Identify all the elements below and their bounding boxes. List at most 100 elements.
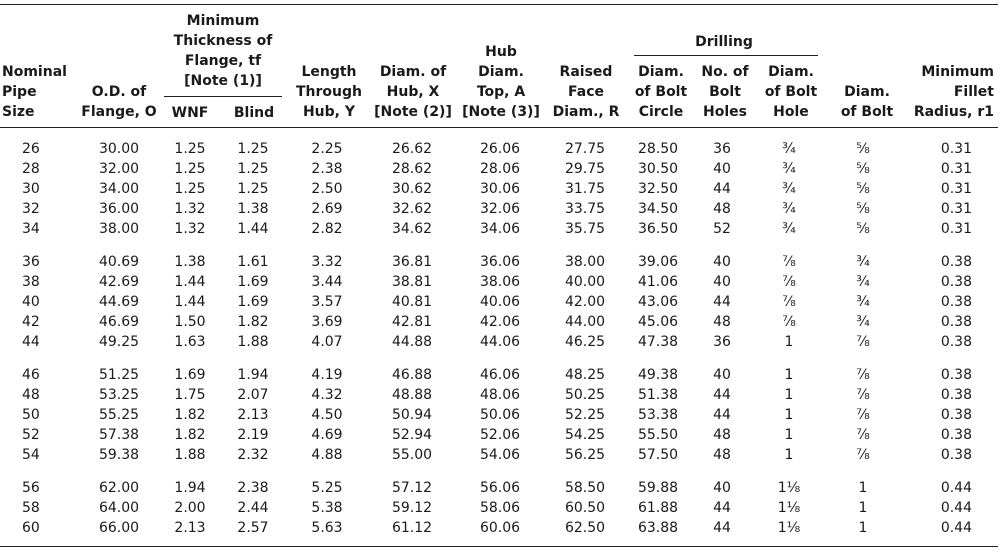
cell-raised-face-diam: 54.25 <box>564 427 606 443</box>
cell-bolt-hole-count: 40 <box>713 274 731 290</box>
header-raised-face: Raised Face Diam., R <box>552 64 620 120</box>
cell-thickness-wnf: 1.69 <box>174 367 206 383</box>
cell-bolt-hole-count: 48 <box>713 447 731 463</box>
cell-thickness-wnf: 2.13 <box>174 520 206 536</box>
table-row: 32 36.00 1.32 1.38 2.69 32.62 32.06 33.75 34.50 4… <box>0 199 998 219</box>
cell-thickness-wnf: 2.00 <box>174 500 206 516</box>
cell-length-through-hub: 4.07 <box>311 334 343 350</box>
cell-diam-hub: 48.88 <box>391 387 433 403</box>
cell-thickness-blind: 1.82 <box>237 314 269 330</box>
cell-bolt-diam: ⅝ <box>856 161 870 177</box>
cell-fillet-radius: 0.38 <box>940 367 972 383</box>
cell-bolt-hole-count: 36 <box>713 334 731 350</box>
cell-hub-diam-top: 32.06 <box>479 201 521 217</box>
table-row: 28 32.00 1.25 1.25 2.38 28.62 28.06 29.75 30.50 4… <box>0 159 998 179</box>
cell-hub-diam-top: 54.06 <box>479 447 521 463</box>
cell-raised-face-diam: 42.00 <box>564 294 606 310</box>
cell-bolt-hole-count: 44 <box>713 407 731 423</box>
cell-bolt-circle-diam: 61.88 <box>637 500 679 516</box>
cell-od-flange: 57.38 <box>98 427 140 443</box>
cell-bolt-diam: 1 <box>858 520 868 536</box>
cell-thickness-blind: 2.32 <box>237 447 269 463</box>
cell-bolt-hole-count: 44 <box>713 520 731 536</box>
cell-od-flange: 42.69 <box>98 274 140 290</box>
cell-nominal-size: 58 <box>22 500 40 516</box>
cell-diam-hub: 40.81 <box>391 294 433 310</box>
cell-hub-diam-top: 44.06 <box>479 334 521 350</box>
cell-od-flange: 32.00 <box>98 161 140 177</box>
spacer-cell <box>0 465 998 478</box>
cell-bolt-circle-diam: 30.50 <box>637 161 679 177</box>
table-row: 50 55.25 1.82 2.13 4.50 50.94 50.06 52.25 53.38 4… <box>0 405 998 425</box>
table-row: 40 44.69 1.44 1.69 3.57 40.81 40.06 42.00 43.06 4… <box>0 292 998 312</box>
cell-length-through-hub: 4.69 <box>311 427 343 443</box>
cell-bolt-hole-diam: ¾ <box>782 161 796 177</box>
cell-bolt-hole-diam: ¾ <box>782 221 796 237</box>
cell-fillet-radius: 0.38 <box>940 407 972 423</box>
cell-thickness-wnf: 1.50 <box>174 314 206 330</box>
cell-thickness-wnf: 1.44 <box>174 274 206 290</box>
cell-bolt-hole-count: 44 <box>713 387 731 403</box>
cell-od-flange: 44.69 <box>98 294 140 310</box>
cell-nominal-size: 44 <box>22 334 40 350</box>
cell-thickness-blind: 1.94 <box>237 367 269 383</box>
cell-thickness-blind: 2.19 <box>237 427 269 443</box>
table-row: 54 59.38 1.88 2.32 4.88 55.00 54.06 56.25 57.50 4… <box>0 445 998 465</box>
top-rule <box>0 4 998 5</box>
cell-raised-face-diam: 38.00 <box>564 254 606 270</box>
cell-thickness-wnf: 1.38 <box>174 254 206 270</box>
table-row: 60 66.00 2.13 2.57 5.63 61.12 60.06 62.50 63.88 4… <box>0 518 998 538</box>
cell-length-through-hub: 4.50 <box>311 407 343 423</box>
cell-bolt-hole-count: 52 <box>713 221 731 237</box>
cell-bolt-hole-diam: ⅞ <box>782 254 796 270</box>
cell-bolt-hole-count: 48 <box>713 201 731 217</box>
thickness-subrule <box>164 96 282 97</box>
cell-thickness-blind: 2.57 <box>237 520 269 536</box>
cell-diam-hub: 38.81 <box>391 274 433 290</box>
cell-fillet-radius: 0.44 <box>940 480 972 496</box>
cell-od-flange: 53.25 <box>98 387 140 403</box>
cell-bolt-diam: ⅞ <box>856 387 870 403</box>
cell-hub-diam-top: 46.06 <box>479 367 521 383</box>
cell-diam-hub: 36.81 <box>391 254 433 270</box>
cell-thickness-blind: 1.38 <box>237 201 269 217</box>
cell-bolt-circle-diam: 49.38 <box>637 367 679 383</box>
cell-bolt-circle-diam: 63.88 <box>637 520 679 536</box>
cell-thickness-blind: 1.69 <box>237 294 269 310</box>
cell-hub-diam-top: 60.06 <box>479 520 521 536</box>
cell-raised-face-diam: 27.75 <box>564 141 606 157</box>
cell-od-flange: 46.69 <box>98 314 140 330</box>
table-row: 36 40.69 1.38 1.61 3.32 36.81 36.06 38.00 39.06 4… <box>0 252 998 272</box>
header-blind: Blind <box>233 105 275 121</box>
cell-nominal-size: 42 <box>22 314 40 330</box>
cell-od-flange: 49.25 <box>98 334 140 350</box>
cell-bolt-diam: 1 <box>858 480 868 496</box>
cell-diam-hub: 32.62 <box>391 201 433 217</box>
cell-length-through-hub: 4.88 <box>311 447 343 463</box>
cell-bolt-circle-diam: 47.38 <box>637 334 679 350</box>
cell-bolt-diam: ⅞ <box>856 407 870 423</box>
cell-thickness-blind: 1.25 <box>237 141 269 157</box>
cell-thickness-blind: 1.61 <box>237 254 269 270</box>
cell-diam-hub: 42.81 <box>391 314 433 330</box>
cell-thickness-blind: 2.13 <box>237 407 269 423</box>
cell-bolt-diam: ¾ <box>856 274 870 290</box>
cell-thickness-wnf: 1.32 <box>174 201 206 217</box>
cell-bolt-hole-diam: 1 <box>784 334 794 350</box>
cell-bolt-diam: 1 <box>858 500 868 516</box>
cell-raised-face-diam: 60.50 <box>564 500 606 516</box>
cell-raised-face-diam: 29.75 <box>564 161 606 177</box>
header-diam-bolt-circle: Diam. of Bolt Circle <box>634 64 688 120</box>
cell-raised-face-diam: 58.50 <box>564 480 606 496</box>
cell-raised-face-diam: 40.00 <box>564 274 606 290</box>
cell-length-through-hub: 3.32 <box>311 254 343 270</box>
cell-bolt-diam: ⅝ <box>856 221 870 237</box>
cell-bolt-hole-count: 40 <box>713 254 731 270</box>
cell-bolt-hole-diam: ¾ <box>782 181 796 197</box>
cell-thickness-wnf: 1.32 <box>174 221 206 237</box>
cell-bolt-circle-diam: 51.38 <box>637 387 679 403</box>
bottom-rule <box>0 546 998 547</box>
cell-bolt-circle-diam: 55.50 <box>637 427 679 443</box>
cell-nominal-size: 48 <box>22 387 40 403</box>
